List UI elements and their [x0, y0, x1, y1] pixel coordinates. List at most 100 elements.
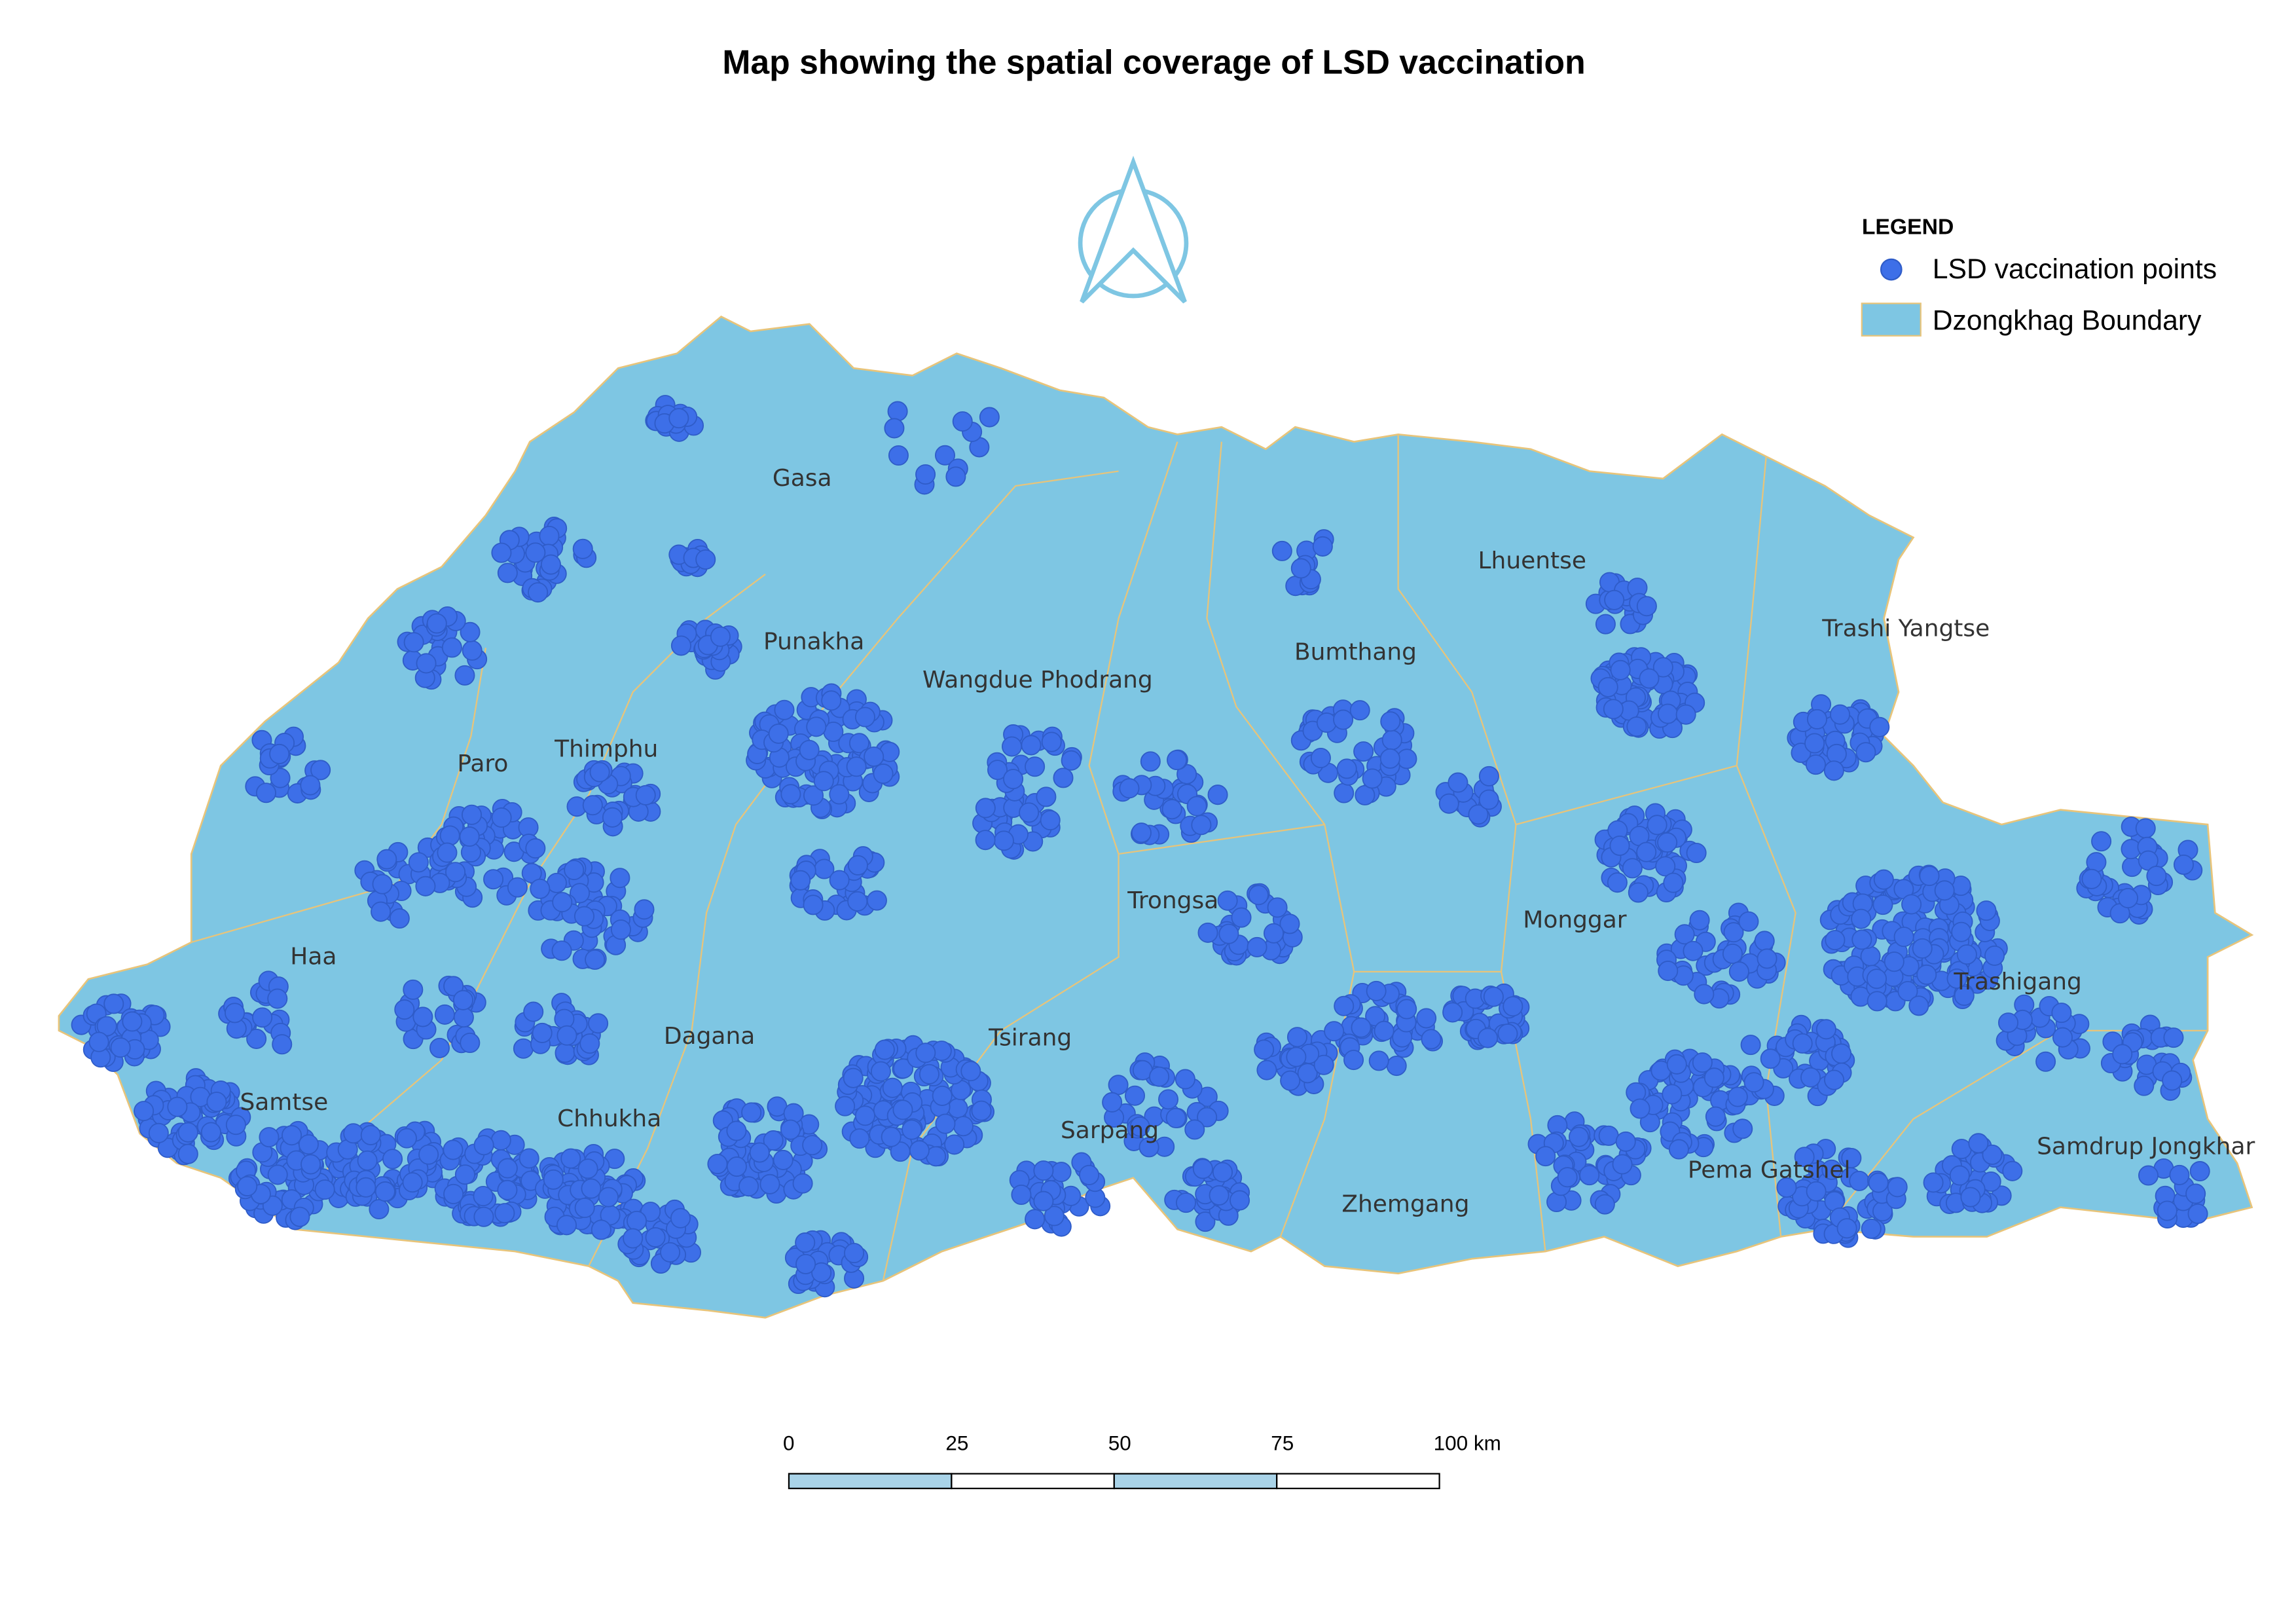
vaccination-point: [1867, 991, 1887, 1012]
vaccination-point: [1686, 842, 1707, 864]
district-label: Gasa: [773, 465, 832, 492]
vaccination-point: [1140, 751, 1161, 772]
vaccination-point: [530, 878, 551, 899]
vaccination-point: [1349, 700, 1370, 721]
vaccination-point: [919, 1063, 939, 1084]
vaccination-point: [1053, 767, 1074, 788]
vaccination-point: [454, 1164, 475, 1185]
vaccination-point: [821, 690, 842, 711]
vaccination-point: [1912, 938, 1933, 959]
vaccination-point: [473, 1206, 494, 1227]
vaccination-point: [1286, 1027, 1307, 1048]
vaccination-point: [272, 1034, 293, 1055]
vaccination-point: [854, 1105, 875, 1126]
vaccination-point: [1271, 540, 1292, 561]
vaccination-point: [1033, 1190, 1054, 1211]
vaccination-point: [610, 919, 631, 940]
vaccination-point: [934, 445, 956, 466]
vaccination-point: [915, 464, 936, 485]
vaccination-point: [1901, 894, 1922, 915]
vaccination-point: [579, 1033, 600, 1054]
vaccination-point: [589, 762, 610, 783]
vaccination-point: [1609, 835, 1630, 856]
vaccination-point: [952, 411, 973, 432]
vaccination-point: [1868, 1172, 1889, 1193]
vaccination-point: [1254, 1039, 1275, 1060]
vaccination-point: [1954, 986, 1975, 1006]
vaccination-point: [1033, 1160, 1054, 1181]
vaccination-point: [177, 1122, 198, 1143]
vaccination-point: [394, 999, 415, 1020]
district-label: Thimphu: [554, 736, 658, 763]
vaccination-point: [1478, 766, 1499, 786]
vaccination-point: [1079, 1164, 1100, 1185]
vaccination-point: [947, 1098, 968, 1118]
vaccination-point: [360, 1124, 381, 1145]
vaccination-point: [2169, 1164, 2190, 1185]
vaccination-point: [2163, 1027, 2184, 1048]
vaccination-point: [1374, 1020, 1394, 1041]
vaccination-point: [1658, 961, 1679, 982]
vaccination-point: [445, 862, 466, 883]
vaccination-point: [1997, 1012, 2019, 1033]
vaccination-point: [1806, 709, 1827, 729]
vaccination-point: [1815, 1019, 1836, 1040]
vaccination-point: [225, 1115, 246, 1135]
vaccination-point: [960, 1061, 981, 1082]
vaccination-point: [1760, 1048, 1781, 1069]
vaccination-point: [1628, 882, 1649, 903]
vaccination-point: [790, 870, 811, 891]
vaccination-point: [1310, 747, 1331, 769]
vaccination-point: [932, 1085, 953, 1106]
vaccination-point: [1019, 802, 1040, 823]
vaccination-point: [1689, 910, 1710, 931]
vaccination-point: [623, 1228, 644, 1249]
vaccination-point: [2091, 831, 2112, 852]
vaccination-point: [844, 1243, 865, 1264]
boundary: [882, 441, 1178, 1282]
vaccination-point: [507, 877, 528, 898]
vaccination-point: [2051, 1003, 2072, 1024]
vaccination-point: [1503, 996, 1523, 1017]
vaccination-point: [1158, 1089, 1179, 1110]
vaccination-point: [523, 1001, 544, 1022]
vaccination-point: [1607, 872, 1628, 893]
vaccination-point: [1594, 1194, 1615, 1215]
vaccination-point: [382, 1149, 403, 1170]
vaccination-point: [570, 883, 591, 904]
district-label: Dagana: [664, 1023, 755, 1050]
boundary: [1118, 765, 1738, 973]
vaccination-point: [591, 1219, 611, 1240]
vaccination-point: [811, 1262, 832, 1283]
vaccination-point: [1849, 1170, 1870, 1191]
vaccination-point: [1884, 951, 1904, 972]
vaccination-point: [453, 1007, 474, 1028]
vaccination-point: [993, 830, 1014, 851]
vaccination-point: [738, 1176, 759, 1197]
vaccination-point: [452, 989, 473, 1010]
vaccination-point: [726, 1120, 747, 1141]
district-label: Sarpang: [1061, 1117, 1159, 1144]
vaccination-point: [1230, 1190, 1250, 1211]
vaccination-point: [1824, 1069, 1845, 1090]
vaccination-point: [1381, 729, 1402, 750]
vaccination-point: [1483, 986, 1504, 1007]
vaccination-point: [987, 760, 1008, 781]
vaccination-point: [519, 1148, 539, 1169]
district-label: Chhukha: [557, 1105, 661, 1132]
vaccination-point: [1861, 1218, 1882, 1239]
vaccination-point: [1167, 750, 1188, 771]
district-label: Paro: [457, 750, 508, 777]
vaccination-point: [763, 1130, 784, 1151]
vaccination-point: [1312, 536, 1333, 557]
vaccination-point: [282, 1125, 302, 1146]
vaccination-point: [343, 1123, 364, 1144]
vaccination-point: [668, 408, 689, 429]
vaccination-point: [1872, 895, 1893, 915]
vaccination-point: [1290, 558, 1311, 579]
legend: LEGEND LSD vaccination points Dzongkhag …: [1861, 215, 2217, 337]
vaccination-point: [2173, 854, 2194, 875]
vaccination-point: [1102, 1092, 1123, 1113]
vaccination-point: [1598, 1125, 1619, 1146]
